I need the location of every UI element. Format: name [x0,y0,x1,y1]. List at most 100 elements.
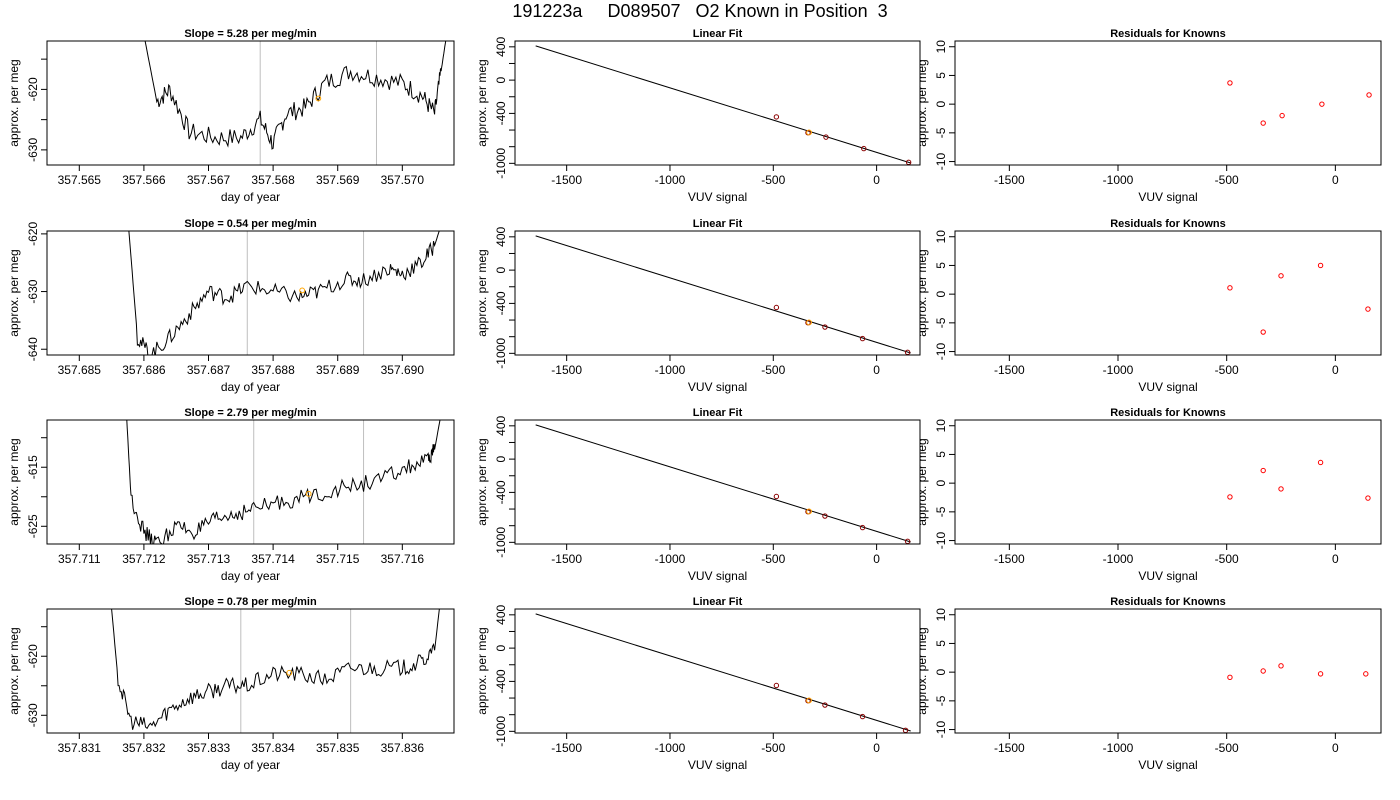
y-tick-label: -10 [934,721,948,739]
plot-frame [954,608,1382,734]
y-tick-label: 5 [934,72,948,79]
plot-area [1227,663,1369,681]
y-tick-label: -10 [934,153,948,171]
y-tick-label: 0 [934,479,948,486]
plot-area [535,424,911,544]
y-axis-label: approx. per meg [475,627,489,714]
panel-title: Residuals for Knowns [1110,218,1226,230]
y-tick-label: 400 [494,604,508,624]
y-axis-label: approx. per meg [915,627,929,714]
y-tick-label: -5 [934,506,948,517]
residual-point [1278,663,1284,669]
panel-fit-row-3: Linear Fit -1500 -1000 -500 0 -1000 -400 0 400 VU… [475,407,921,583]
fit-data-point [773,114,780,120]
x-axis-label: VUV signal [1138,569,1197,583]
fit-data-point [859,713,866,720]
x-tick-label: -1500 [551,173,582,187]
x-tick-label: 0 [873,363,880,377]
panel-residuals-row-2: Residuals for Knowns -1500 -1000 -500 0 -10 -5… [915,218,1382,394]
x-tick-label: 357.713 [187,552,231,566]
fit-data-point [822,513,828,519]
y-tick-label: -10 [934,532,948,550]
plot-frame [954,230,1382,356]
plot-frame [46,230,455,356]
panel-title: Residuals for Knowns [1110,596,1226,608]
x-tick-label: -500 [1215,741,1239,755]
plot-area [1227,262,1371,335]
x-tick-label: -1000 [655,363,686,377]
panel-fit-row-4: Linear Fit -1500 -1000 -500 0 -1000 -400 0 400 VU… [475,596,921,772]
y-tick-label: -620 [26,77,40,101]
panel-title: Slope = 2.79 per meg/min [184,407,317,419]
y-axis-label: approx. per meg [7,59,21,146]
panel-trace-row-2: Slope = 0.54 per meg/min 357.685 357.686 35… [7,218,455,394]
panel-residuals-row-3: Residuals for Knowns -1500 -1000 -500 0 -10 -5… [915,407,1382,583]
x-tick-label: 357.836 [381,741,425,755]
x-tick-label: -1500 [551,552,582,566]
x-tick-label: 357.833 [187,741,231,755]
y-tick-label: 10 [934,608,948,622]
y-tick-label: 400 [494,415,508,435]
x-tick-label: -1500 [994,741,1025,755]
y-tick-label: 0 [934,100,948,107]
x-axis-label: day of year [221,569,280,583]
y-tick-label: 10 [934,40,948,54]
y-axis-label: approx. per meg [475,438,489,525]
x-tick-label: 357.835 [316,741,360,755]
plot-area [1227,80,1372,126]
x-tick-label: 0 [1332,363,1339,377]
x-tick-label: 0 [1332,173,1339,187]
plot-frame [954,419,1382,545]
panel-title: Linear Fit [693,28,743,40]
plot-area [111,609,440,733]
residual-point [1365,495,1371,501]
x-tick-label: -1000 [655,173,686,187]
x-tick-label: -500 [1215,552,1239,566]
y-tick-label: -620 [26,644,40,668]
residual-point [1365,306,1371,312]
x-axis-label: VUV signal [1138,190,1197,204]
y-tick-label: -10 [934,343,948,361]
x-axis-label: day of year [221,758,280,772]
y-tick-label: -400 [494,101,508,125]
fit-data-point [773,493,780,500]
panel-title: Slope = 0.78 per meg/min [184,596,317,608]
panel-trace-row-3: Slope = 2.79 per meg/min 357.711 357.712 35… [7,407,455,583]
x-tick-label: -500 [1215,173,1239,187]
y-tick-label: -5 [934,317,948,328]
y-tick-label: 5 [934,640,948,647]
x-tick-label: -1000 [1103,552,1134,566]
y-tick-label: -630 [26,138,40,162]
fit-line [535,613,911,732]
x-axis-label: VUV signal [1138,380,1197,394]
panel-fit-row-2: Linear Fit -1500 -1000 -500 0 -1000 -400 0 400 VU… [475,218,921,394]
x-tick-label: 357.834 [251,741,295,755]
fit-data-point [773,682,780,689]
plot-area [144,41,447,165]
fit-data-point [823,134,829,140]
known-sample-point [806,129,812,136]
plot-area [1227,459,1371,501]
x-tick-label: 357.714 [251,552,295,566]
y-tick-label: 0 [494,266,508,273]
y-tick-label: -1000 [494,338,508,369]
panel-title: Residuals for Knowns [1110,407,1226,419]
residual-point [1227,494,1233,500]
x-tick-label: 357.711 [58,552,101,566]
residual-point [1319,101,1325,107]
x-axis-label: VUV signal [1138,758,1197,772]
plot-frame [514,40,921,166]
x-axis-label: day of year [221,380,280,394]
y-tick-label: -400 [494,480,508,504]
x-tick-label: -500 [761,363,785,377]
y-tick-label: 0 [934,668,948,675]
x-tick-label: 357.686 [122,363,166,377]
residual-point [1317,262,1324,269]
x-tick-label: 357.832 [122,741,166,755]
x-tick-label: -500 [1215,363,1239,377]
y-axis-label: approx. per meg [475,59,489,146]
y-axis-label: approx. per meg [7,627,21,714]
x-tick-label: -1500 [994,363,1025,377]
y-tick-label: -640 [26,337,40,361]
residual-point [1317,459,1324,466]
